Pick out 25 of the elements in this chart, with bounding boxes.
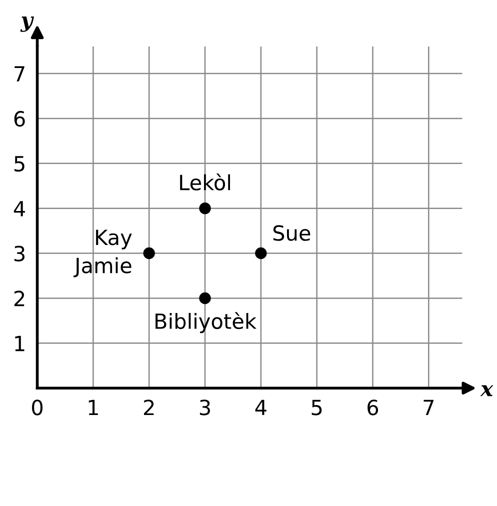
- x-tick-label: 4: [255, 400, 266, 416]
- y-tick-label: 1: [15, 336, 24, 352]
- y-tick-label: 5: [14, 156, 24, 172]
- y-tick-label: 3: [14, 246, 24, 262]
- x-tick-label: 1: [88, 400, 98, 416]
- x-tick-label: 5: [312, 400, 322, 416]
- point: [199, 292, 211, 304]
- annotation: Bibliyotèk: [156, 312, 256, 334]
- x-tick-label: 2: [144, 400, 154, 416]
- y-tick-label: 4: [14, 201, 25, 216]
- point: [255, 247, 267, 260]
- annotation: Sue: [273, 225, 310, 241]
- y-tick-label: 2: [14, 290, 24, 306]
- point: [143, 247, 155, 260]
- annotation: Lekòl: [180, 173, 230, 190]
- x-tick-label: 7: [424, 400, 434, 416]
- y-tick-label: 7: [14, 66, 24, 82]
- x-tick-label: 3: [200, 400, 210, 416]
- annotation: Kay Jamie: [74, 230, 132, 278]
- x-tick-label: 6: [368, 400, 378, 416]
- point: [199, 202, 211, 214]
- y-axis-title: y: [20, 16, 34, 32]
- y-tick-label: 6: [14, 110, 25, 127]
- x-tick-label: 0: [32, 400, 43, 416]
- x-axis-title: x: [480, 385, 494, 396]
